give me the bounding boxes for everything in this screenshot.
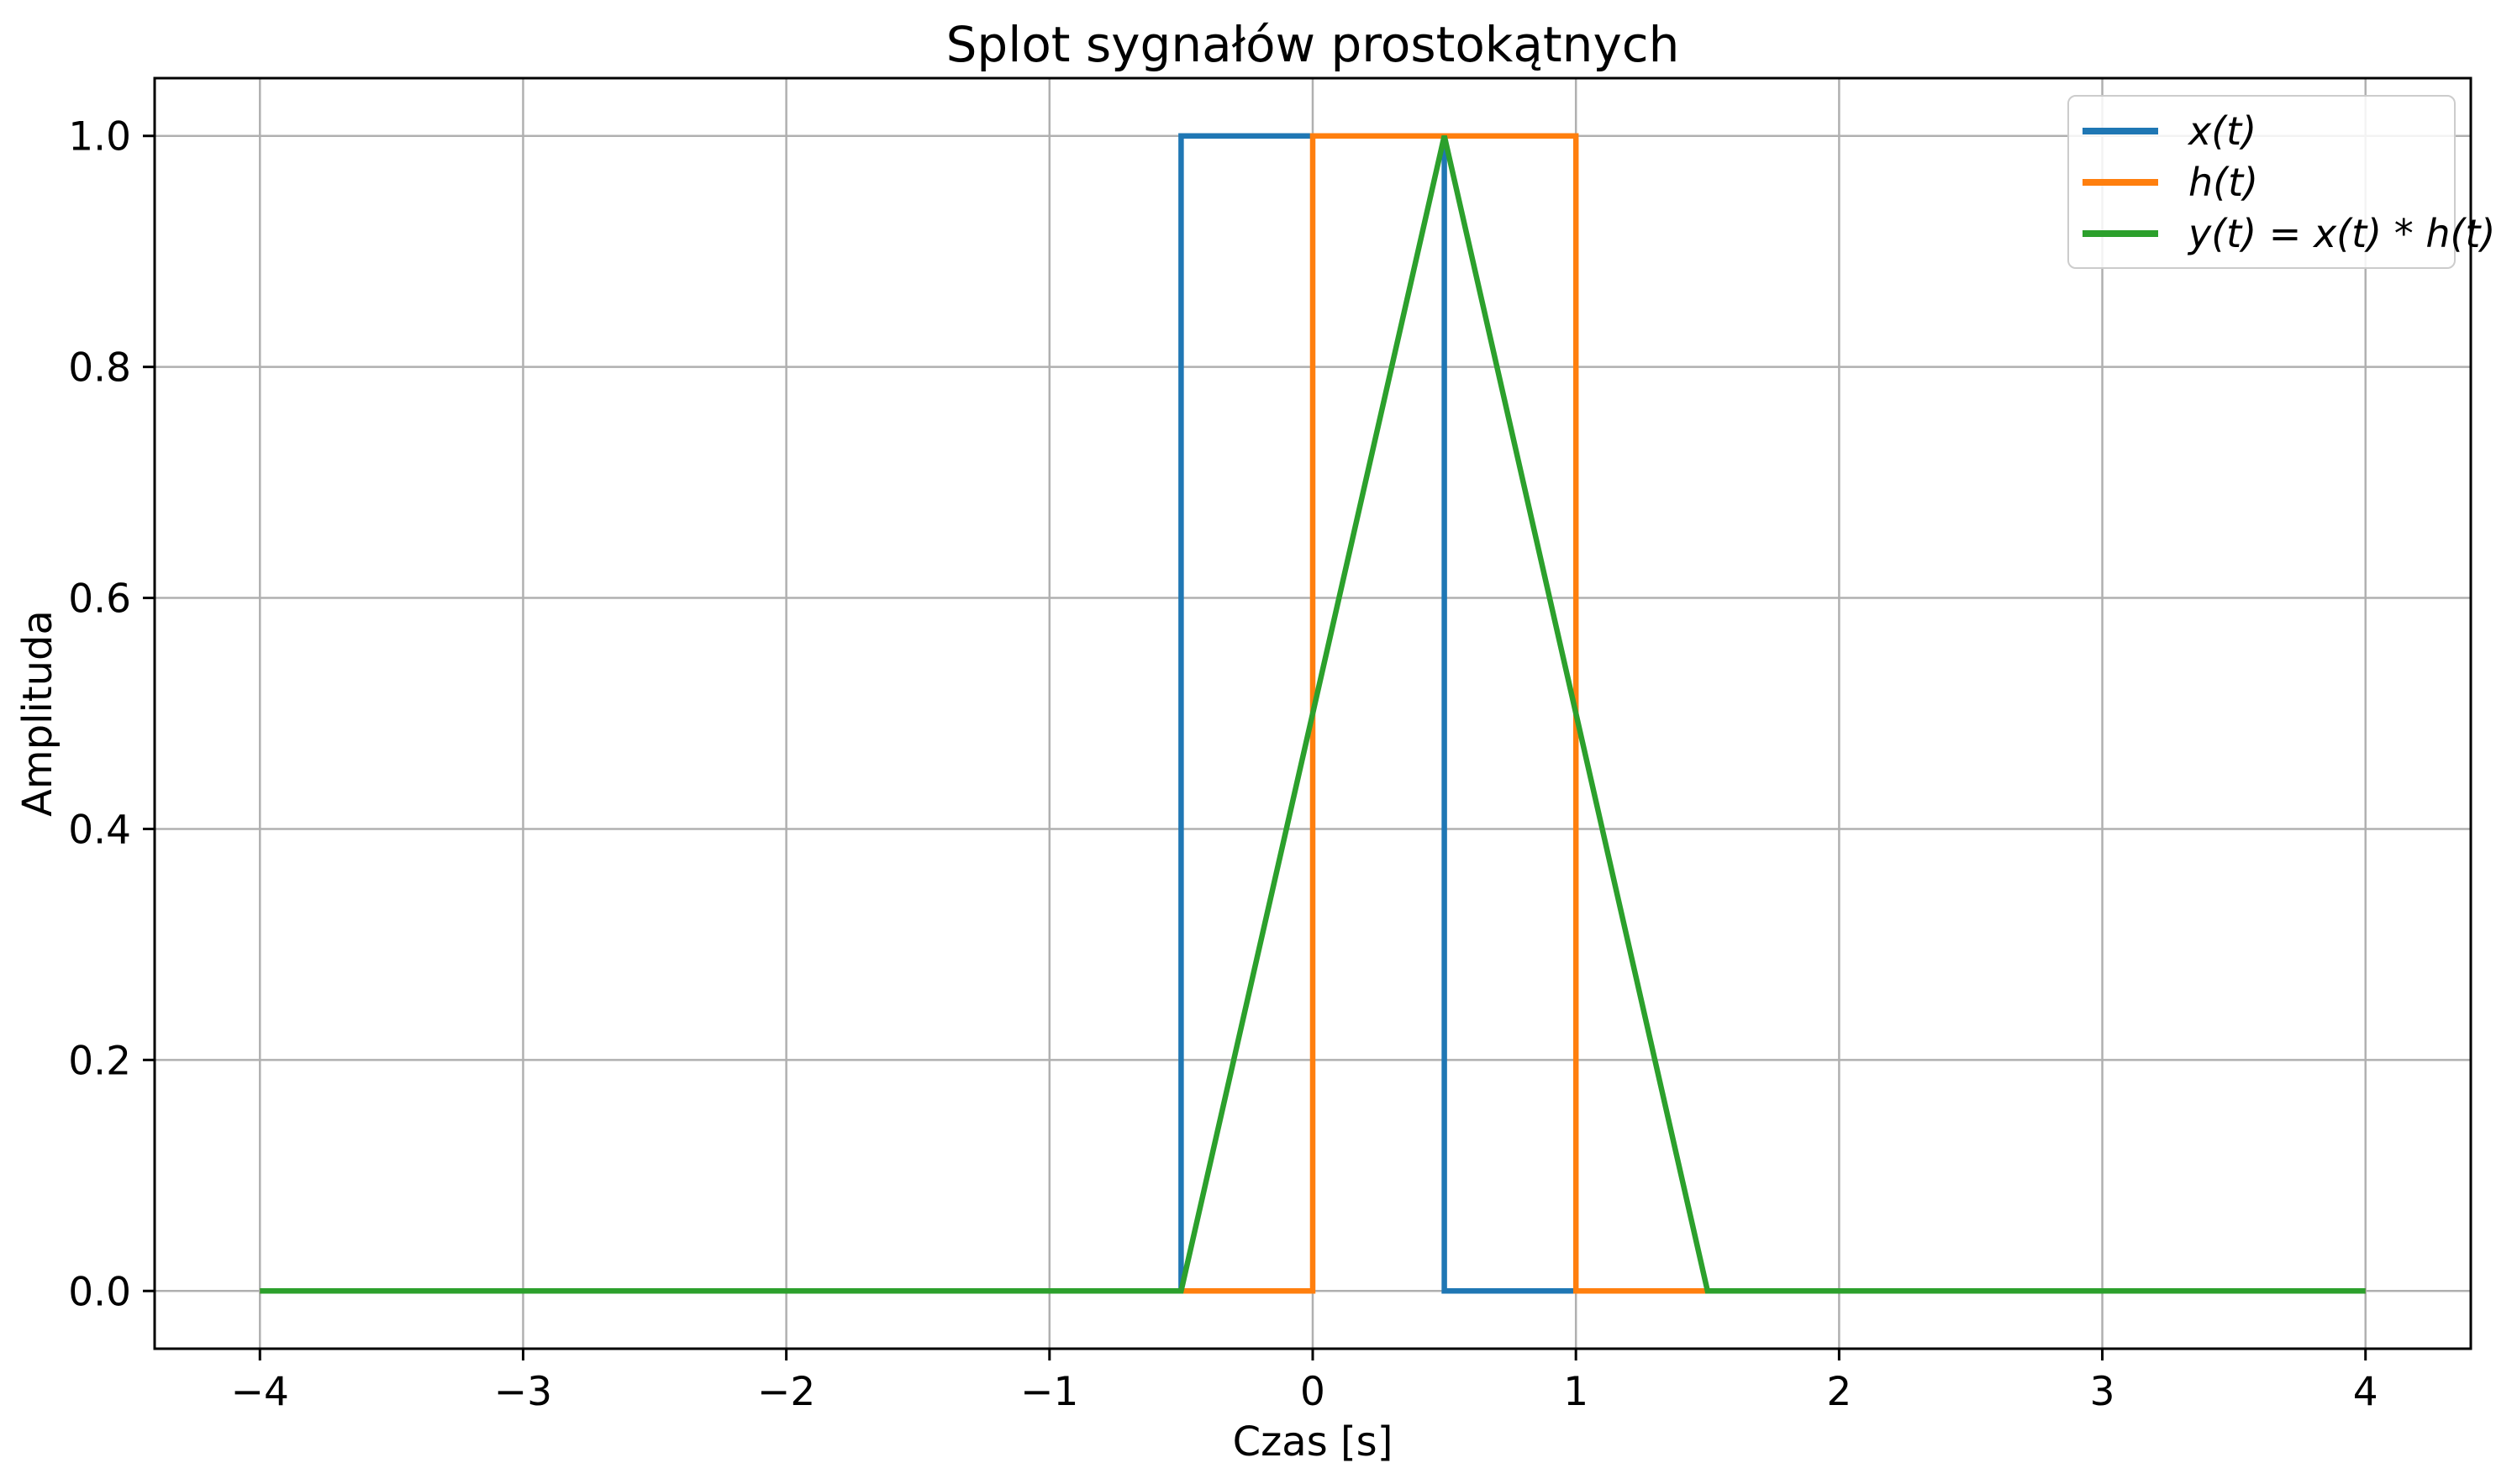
x-axis-label: Czas [s] [1232,1418,1393,1466]
legend-item-ht: h(t) [2083,163,2446,202]
legend-item-yt: y(t) = x(t) * h(t) [2083,214,2495,253]
legend-swatch-yt [2083,229,2158,237]
chart-title: Splot sygnałów prostokątnych [945,16,1680,73]
x-tick-label: 4 [2353,1369,2378,1415]
x-tick-label: 1 [1563,1369,1588,1415]
legend-item-xt: x(t) [2083,112,2446,150]
legend-label-yt: y(t) = x(t) * h(t) [2188,210,2496,256]
y-tick-label: 0.6 [68,576,131,623]
y-axis-label: Amplituda [14,610,61,817]
legend-swatch-ht [2083,178,2158,186]
x-tick-label: 0 [1300,1369,1325,1415]
y-tick-label: 1.0 [68,114,131,161]
y-tick-label: 0.4 [68,807,131,853]
legend-label-xt: x(t) [2188,108,2257,154]
x-tick-label: 3 [2090,1369,2115,1415]
x-tick-label: −1 [1020,1369,1078,1415]
series-line-2 [260,134,2366,1294]
y-tick-label: 0.0 [68,1269,131,1315]
legend: x(t) h(t) y(t) = x(t) * h(t) [2067,95,2495,269]
x-tick-label: −2 [757,1369,815,1415]
x-tick-label: −3 [494,1369,552,1415]
y-tick-label: 0.8 [68,345,131,392]
x-tick-label: 2 [1826,1369,1851,1415]
legend-label-ht: h(t) [2188,159,2259,205]
x-tick-label: −4 [231,1369,289,1415]
y-tick-label: 0.2 [68,1038,131,1084]
legend-swatch-xt [2083,127,2158,134]
